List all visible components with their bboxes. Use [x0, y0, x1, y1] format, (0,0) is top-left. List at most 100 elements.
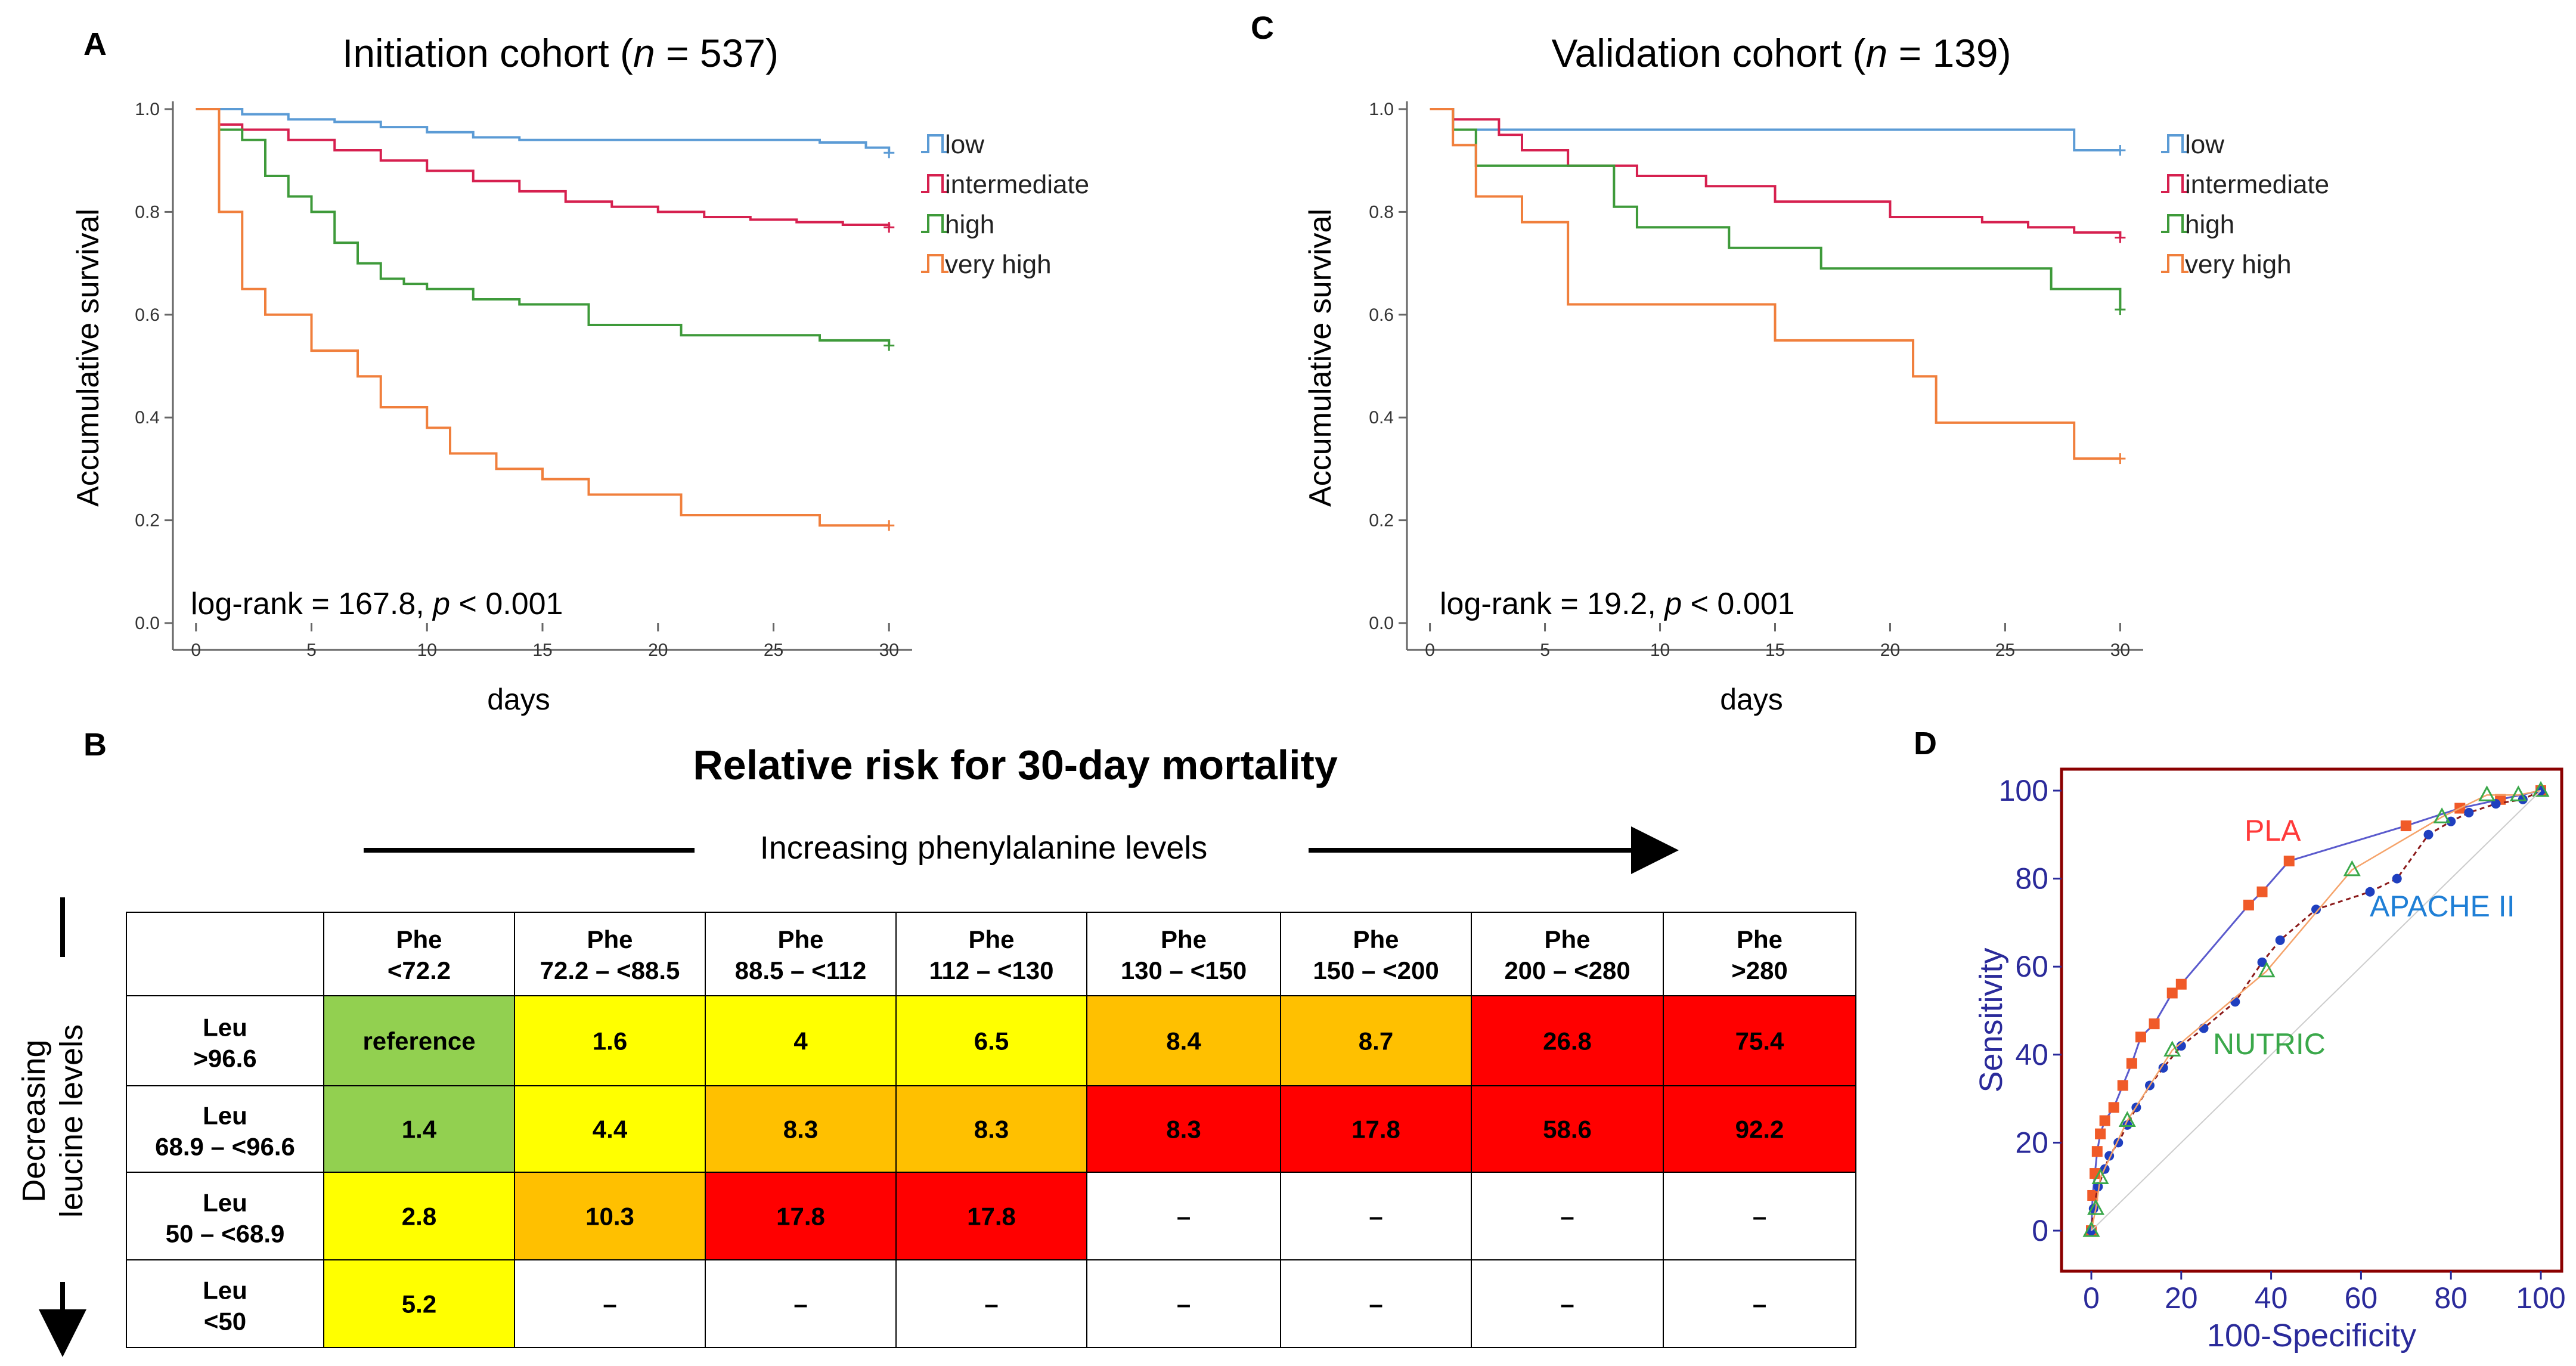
roc-marker-pla-14: [2256, 886, 2268, 897]
panel-c-y-tick-label-0.6: 0.6: [1369, 305, 1394, 325]
col-header-6-line-2: 150 – <200: [1313, 956, 1439, 984]
roc-y-tick-label-60: 60: [2015, 950, 2048, 983]
col-header-7-line-1: Phe: [1544, 925, 1590, 953]
roc-y-tick-label-80: 80: [2015, 862, 2048, 896]
panel-a-censor-intermediate: [884, 222, 895, 233]
risk-cell-r1-c7-box: [1471, 995, 1664, 1086]
risk-cell-r3-c5: –: [1177, 1203, 1191, 1231]
panel-a-x-tick-label-0: 0: [191, 640, 201, 660]
panel-a-y-axis-label: Accumulative survival: [71, 209, 106, 507]
panel-a-legend-swatch-very-high: [921, 254, 948, 273]
risk-cell-r4-c4: –: [984, 1290, 998, 1318]
panel-a-censor-high: [884, 340, 895, 351]
roc-marker-nutric-1: [2087, 1198, 2105, 1215]
risk-cell-r3-c6: –: [1369, 1203, 1382, 1231]
panel-d: D 0 20 40 60 80 100 0 20 40 60 80 100 100-Specificit…: [1914, 726, 2566, 1353]
panel-c-y-axis-label: Accumulative survival: [1303, 209, 1338, 507]
panel-c-y-tick-label-0.2: 0.2: [1369, 511, 1394, 531]
panel-c: C Validation cohort (n = 139) Accumulati…: [1251, 10, 2329, 716]
panel-c-legend-label-very-high: very high: [2185, 250, 2292, 279]
roc-marker-pla-13: [2243, 899, 2254, 910]
risk-cell-r2-c5: 8.3: [1166, 1116, 1201, 1144]
risk-cell-r1-c3: 4: [793, 1027, 808, 1055]
risk-cell-r1-c6: 8.7: [1359, 1027, 1393, 1055]
panel-c-x-tick-label-20: 20: [1880, 640, 1900, 660]
panel-a-logrank: log-rank = 167.8, p < 0.001: [191, 587, 563, 621]
leu-arrow-label-1: Decreasing: [16, 1039, 52, 1202]
panel-c-curve-intermediate: [1430, 108, 2122, 238]
panel-a-legend-swatch-low: [921, 134, 948, 153]
panel-a: A Initiation cohort (n = 537) Accumulati…: [71, 26, 1089, 716]
panel-letter-c: C: [1251, 10, 1274, 46]
row-header-1-line-1: Leu: [203, 1014, 247, 1042]
roc-curve-nutric: [2090, 789, 2541, 1231]
col-header-3-line-2: 88.5 – <112: [735, 956, 867, 984]
risk-cell-r4-c1: 5.2: [402, 1290, 436, 1318]
panel-c-curve-very-high: [1430, 108, 2121, 460]
risk-cell-r3-c4: 17.8: [967, 1203, 1016, 1231]
roc-marker-pla-4: [2095, 1128, 2106, 1139]
roc-x-tick-label-0: 0: [2083, 1281, 2100, 1315]
col-header-cell-1: [323, 912, 515, 996]
panel-a-x-tick-label-30: 30: [879, 640, 899, 660]
roc-marker-nutric-5: [2258, 961, 2276, 978]
col-header-4-line-1: Phe: [968, 925, 1014, 953]
risk-cell-r4-c5: –: [1177, 1290, 1191, 1318]
risk-cell-r3-c7-box: [1471, 1172, 1664, 1260]
roc-x-tick-label-80: 80: [2434, 1281, 2467, 1315]
roc-marker-nutric-2: [2091, 1168, 2109, 1184]
panel-c-x-tick-label-15: 15: [1765, 640, 1785, 660]
roc-label-pla: PLA: [2245, 814, 2301, 847]
roc-marker-apache-ii-17: [2392, 874, 2402, 884]
panel-a-legend-label-intermediate: intermediate: [945, 170, 1089, 199]
col-header-2-line-1: Phe: [587, 925, 633, 953]
risk-cell-r3-c8-box: [1663, 1172, 1856, 1260]
roc-x-axis-label: 100-Specificity: [2207, 1318, 2416, 1353]
panel-a-x-tick-label-25: 25: [764, 640, 783, 660]
col-header-3-line-1: Phe: [777, 925, 823, 953]
risk-cell-r1-c2-box: [514, 995, 706, 1086]
roc-marker-nutric-4: [2163, 1040, 2181, 1057]
roc-reference-diagonal: [2091, 790, 2541, 1231]
roc-x-tick-label-20: 20: [2165, 1281, 2198, 1315]
roc-marker-apache-ii-2: [2093, 1182, 2103, 1192]
risk-cell-r1-c2: 1.6: [593, 1027, 627, 1055]
row-header-4-line-2: <50: [204, 1308, 246, 1336]
panel-a-curve-very-high: [196, 108, 889, 527]
row-header-3-line-1: Leu: [203, 1189, 247, 1217]
panel-c-x-tick-label-0: 0: [1425, 640, 1435, 660]
risk-cell-r1-c4: 6.5: [974, 1027, 1009, 1055]
roc-x-tick-label-40: 40: [2255, 1281, 2288, 1315]
roc-marker-pla-9: [2135, 1032, 2146, 1043]
panel-letter-a: A: [83, 26, 107, 62]
roc-marker-apache-ii-16: [2365, 887, 2375, 897]
panel-c-legend-label-intermediate: intermediate: [2185, 170, 2329, 199]
panel-c-x-axis-label: days: [1720, 683, 1783, 716]
risk-cell-r1-c4-box: [895, 995, 1087, 1086]
panel-a-legend-label-high: high: [945, 210, 994, 239]
panel-c-x-tick-label-5: 5: [1540, 640, 1550, 660]
roc-y-tick-label-20: 20: [2015, 1126, 2048, 1159]
risk-cell-r2-c8-box: [1663, 1085, 1856, 1173]
row-header-4-line-1: Leu: [203, 1277, 247, 1305]
risk-cell-r3-c2-box: [514, 1172, 706, 1260]
roc-marker-nutric-8: [2478, 785, 2496, 801]
roc-marker-pla-8: [2126, 1058, 2137, 1069]
leu-arrow-label-2: leucine levels: [54, 1024, 89, 1218]
panel-a-curves: [196, 108, 895, 531]
panel-c-x-tick-label-10: 10: [1650, 640, 1670, 660]
col-header-1-line-1: Phe: [396, 925, 442, 953]
risk-cell-r2-c1: 1.4: [402, 1116, 437, 1144]
roc-marker-apache-ii-11: [2199, 1023, 2209, 1033]
panel-c-censor-low: [2115, 144, 2126, 156]
panel-c-title: Validation cohort (n = 139): [1551, 31, 2011, 75]
risk-cell-r4-c2-box: [514, 1259, 706, 1348]
panel-c-censor-intermediate: [2115, 232, 2126, 243]
col-header-7-line-2: 200 – <280: [1504, 956, 1630, 984]
col-header-8-line-2: >280: [1731, 956, 1788, 984]
risk-cell-r2-c7: 58.6: [1543, 1116, 1592, 1144]
panel-b-title: Relative risk for 30-day mortality: [693, 742, 1338, 788]
risk-cell-r2-c3: 8.3: [783, 1116, 818, 1144]
row-header-cell-3: [126, 1172, 324, 1260]
roc-marker-apache-ii-12: [2230, 997, 2240, 1007]
